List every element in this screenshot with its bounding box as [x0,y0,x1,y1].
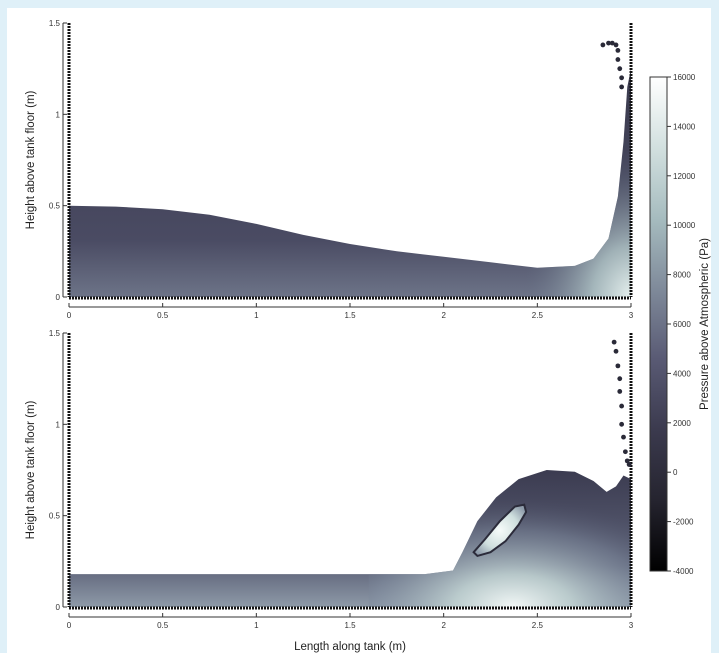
spray-particle [624,458,630,464]
y-tick-label: 0.5 [49,202,61,211]
fluid-body [69,68,631,297]
spray-particle [613,42,619,48]
colorbar-tick-label: -4000 [673,567,694,576]
air-cavity [472,503,528,558]
colorbar-tick-label: 2000 [673,419,691,428]
x-tick-label: 0 [67,621,72,630]
y-tick-label: 1.5 [49,329,61,338]
colorbar-tick-label: 10000 [673,221,696,230]
colorbar-tick-label: 16000 [673,73,696,82]
y-axis-label: Height above tank floor (m) [25,400,37,539]
spray-particle [609,40,615,46]
x-tick-label: 1.5 [344,311,356,320]
chart-svg: 0 0.5 1 1.5 0 0.5 1 1.5 2 2.5 3 Height above tank f… [25,19,711,653]
y-tick-label: 0 [56,603,61,612]
spray-particle [619,75,625,81]
spray-particle [611,339,617,345]
spray-particle [613,348,619,354]
y-tick-label: 0 [56,293,61,302]
colorbar-tick-label: 6000 [673,320,691,329]
spray-particle [615,363,621,369]
y-tick-label: 0.5 [49,512,61,521]
colorbar-tick-label: 8000 [673,271,691,280]
spray-particle [615,48,621,53]
x-tick-label: 3 [629,311,634,320]
colorbar-gradient [649,76,668,572]
colorbar-tick-label: 4000 [673,369,691,378]
spray-particle [606,40,611,46]
spray-particle [600,42,606,48]
x-tick-label: 0.5 [157,621,169,630]
x-tick-label: 2 [441,621,446,630]
spray-particle [617,389,623,394]
x-axis-label: Length along tank (m) [294,641,406,653]
colorbar: -4000 -2000 0 2000 4000 6000 8000 10000 12000 140… [649,73,711,576]
y-tick-label: 1.5 [49,19,61,28]
y-tick-label: 1 [56,420,61,429]
x-tick-label: 2.5 [532,311,544,320]
panel-2: 0 0.5 1 1.5 0 0.5 1 1.5 2 2.5 3 Height above tank f… [25,329,634,653]
spray-particle [622,449,628,455]
x-tick-label: 2.5 [532,621,544,630]
spray-particle [619,403,625,409]
spray-particle [617,376,623,382]
spray-particle [615,57,621,62]
spray-particle [617,66,623,72]
spray-particle [619,84,625,90]
colorbar-tick-label: 12000 [673,172,696,181]
x-tick-label: 0.5 [157,311,169,320]
x-tick-label: 1.5 [344,621,356,630]
colorbar-tick-label: -2000 [673,518,694,527]
colorbar-tick-label: 14000 [673,122,696,131]
y-tick-label: 1 [56,110,61,119]
spray-particle [619,421,625,427]
colorbar-label: Pressure above Atmospheric (Pa) [699,238,711,410]
x-tick-label: 2 [441,311,446,320]
figure: 0 0.5 1 1.5 0 0.5 1 1.5 2 2.5 3 Height above tank f… [7,8,711,653]
spray-particle [621,434,626,440]
x-tick-label: 0 [67,311,72,320]
panel-1: 0 0.5 1 1.5 0 0.5 1 1.5 2 2.5 3 Height above tank f… [25,19,634,320]
x-tick-label: 3 [629,621,634,630]
x-tick-label: 1 [254,621,259,630]
y-axis-label: Height above tank floor (m) [25,90,37,229]
x-tick-label: 1 [254,311,259,320]
pressure-zone [509,132,631,297]
colorbar-tick-label: 0 [673,468,678,477]
spray-particle [626,462,632,467]
